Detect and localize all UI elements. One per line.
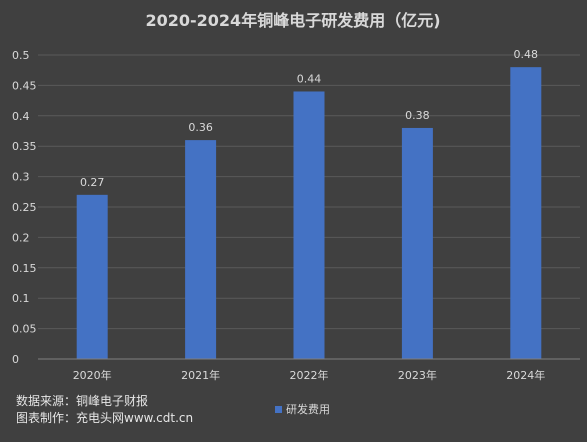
y-tick-label: 0.45 xyxy=(12,79,37,92)
data-label: 0.48 xyxy=(514,48,539,61)
x-axis-ticks: 2020年 2021年 2022年 2023年 2024年 xyxy=(73,368,546,382)
y-tick-label: 0.1 xyxy=(12,292,30,305)
data-label: 0.38 xyxy=(405,109,430,122)
data-label: 0.27 xyxy=(80,176,105,189)
y-axis-ticks: 0 0.05 0.1 0.15 0.2 0.25 0.3 0.35 0.4 0.45 0.5 xyxy=(12,49,37,366)
legend: 研发费用 xyxy=(275,402,330,416)
y-tick-label: 0 xyxy=(12,353,19,366)
x-tick-label: 2020年 xyxy=(73,368,112,382)
y-tick-label: 0.2 xyxy=(12,231,30,244)
data-labels: 0.27 0.36 0.44 0.38 0.48 xyxy=(80,48,538,189)
source-line-2: 图表制作：充电头网www.cdt.cn xyxy=(16,410,193,425)
y-tick-label: 0.5 xyxy=(12,49,30,62)
bars xyxy=(76,67,542,360)
bar xyxy=(401,127,433,360)
y-tick-label: 0.4 xyxy=(12,110,30,123)
y-tick-label: 0.05 xyxy=(12,323,37,336)
bar xyxy=(185,140,217,359)
bar xyxy=(510,67,542,359)
y-tick-label: 0.25 xyxy=(12,201,37,214)
x-tick-label: 2021年 xyxy=(181,368,220,382)
y-tick-label: 0.3 xyxy=(12,171,30,184)
chart-title: 2020-2024年铜峰电子研发费用（亿元) xyxy=(145,11,440,30)
y-tick-label: 0.35 xyxy=(12,140,37,153)
data-label: 0.36 xyxy=(188,121,213,134)
legend-label: 研发费用 xyxy=(286,402,330,416)
y-tick-label: 0.15 xyxy=(12,262,37,275)
x-tick-label: 2022年 xyxy=(290,368,329,382)
bar xyxy=(293,91,325,359)
data-label: 0.44 xyxy=(297,72,322,85)
x-tick-label: 2024年 xyxy=(506,368,545,382)
legend-swatch xyxy=(275,406,282,413)
source-line-1: 数据来源：铜峰电子财报 xyxy=(16,393,148,408)
bar xyxy=(76,194,108,359)
x-tick-label: 2023年 xyxy=(398,368,437,382)
